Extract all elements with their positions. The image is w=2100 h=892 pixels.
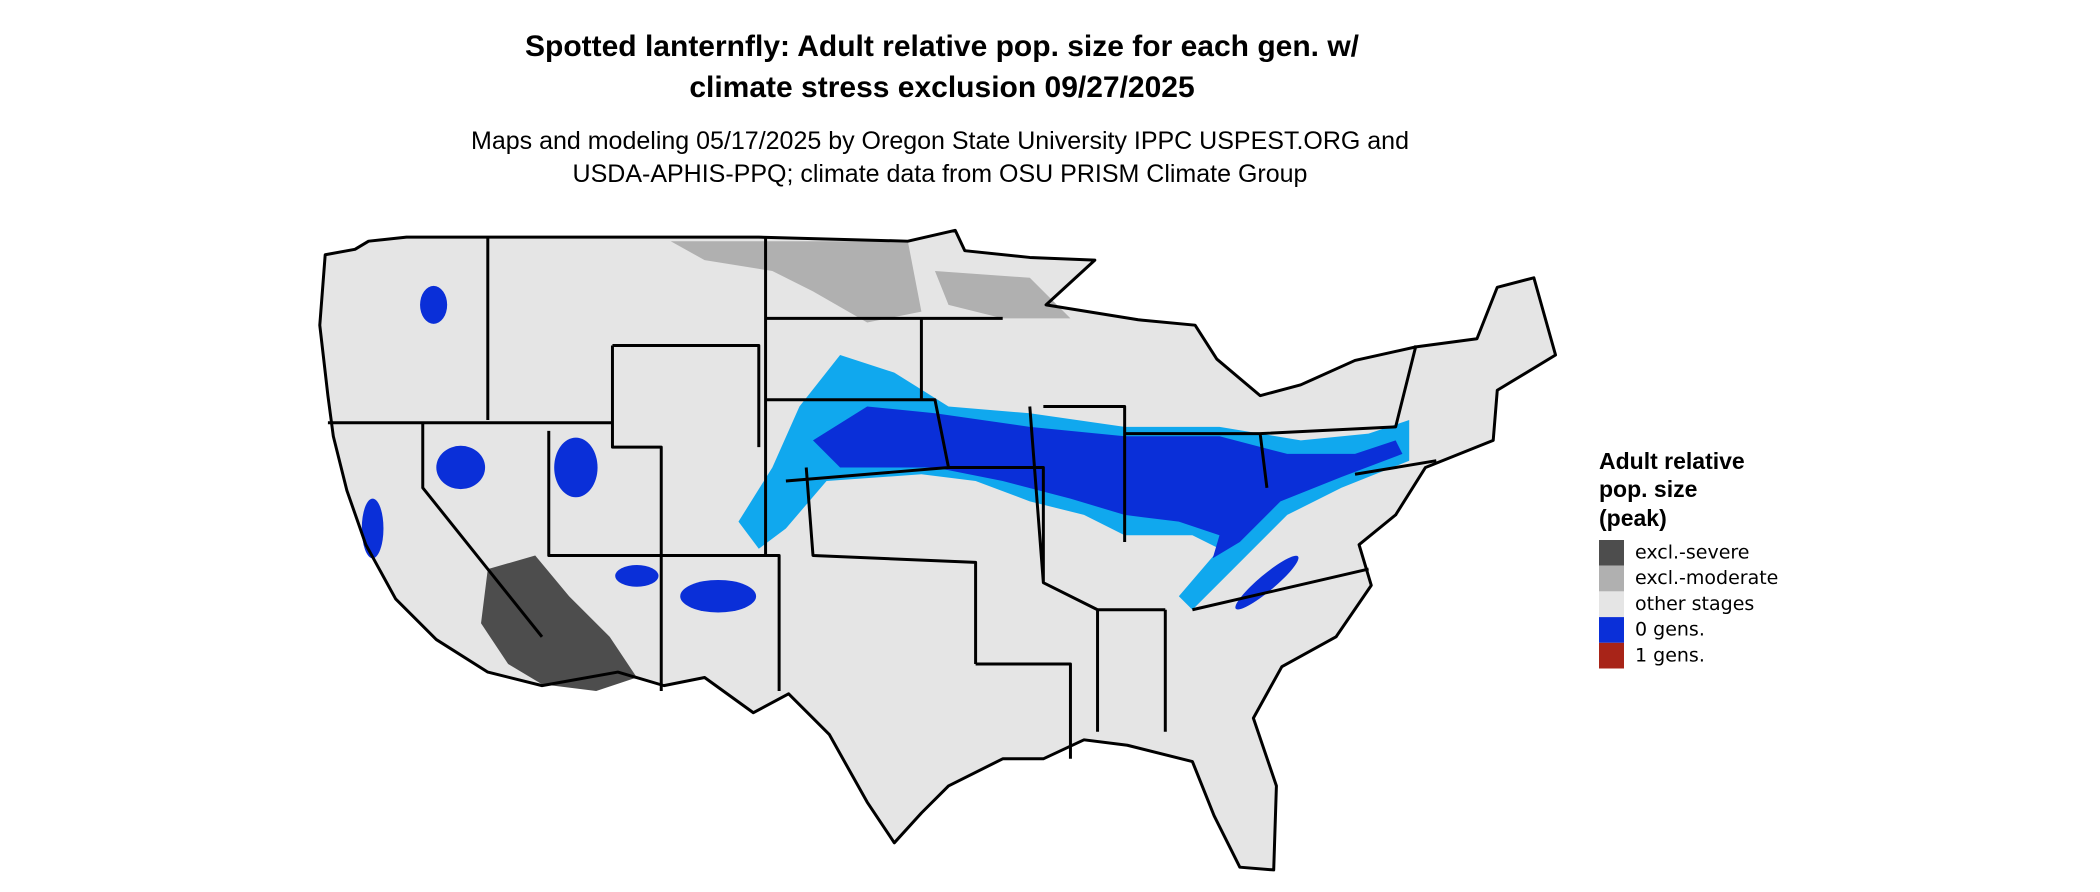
state-line: [327, 237, 1437, 759]
us-map: [318, 228, 1558, 872]
excl-moderate-area: [670, 241, 1071, 323]
title-line: Spotted lanternfly: Adult relative pop. …: [525, 30, 1360, 63]
zero-gens-patch: [420, 285, 448, 324]
zero-gens-patch: [436, 445, 486, 490]
zero-gens-patch: [361, 498, 384, 559]
legend-title: Adult relative: [1599, 448, 1745, 474]
legend-label: 0 gens.: [1635, 619, 1705, 641]
legend-swatch: [1599, 565, 1624, 592]
legend-title: pop. size: [1599, 476, 1697, 502]
legend-swatch: [1599, 642, 1624, 669]
title-line: climate stress exclusion 09/27/2025: [689, 71, 1194, 104]
zero-gens-patch: [615, 565, 659, 587]
zero-gens-patch: [680, 579, 757, 613]
legend-title: (peak): [1599, 505, 1667, 531]
zero-gens-area: [813, 406, 1403, 559]
legend: Adult relative pop. size (peak) excl.-se…: [1599, 448, 1778, 669]
legend-swatch: [1599, 540, 1624, 566]
legend-label: other stages: [1635, 593, 1754, 615]
legend-label: excl.-moderate: [1635, 567, 1778, 589]
legend-swatch: [1599, 617, 1624, 643]
legend-label: 1 gens.: [1635, 644, 1705, 666]
state-borders: [318, 228, 1558, 872]
nation-outline: [318, 228, 1558, 872]
subtitle-line: Maps and modeling 05/17/2025 by Oregon S…: [471, 127, 1409, 155]
excl-severe-area: [481, 555, 637, 692]
subtitle-line: USDA-APHIS-PPQ; climate data from OSU PR…: [573, 160, 1308, 188]
legend-label: excl.-severe: [1635, 542, 1750, 564]
zero-gens-patch: [554, 437, 598, 498]
zero-gens-patches: [361, 285, 1299, 613]
legend-swatch: [1599, 591, 1624, 618]
us-land: [319, 230, 1556, 870]
